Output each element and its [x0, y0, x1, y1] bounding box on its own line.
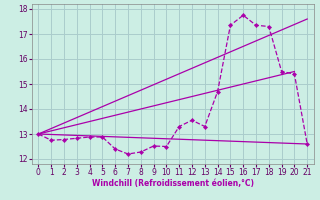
- X-axis label: Windchill (Refroidissement éolien,°C): Windchill (Refroidissement éolien,°C): [92, 179, 254, 188]
